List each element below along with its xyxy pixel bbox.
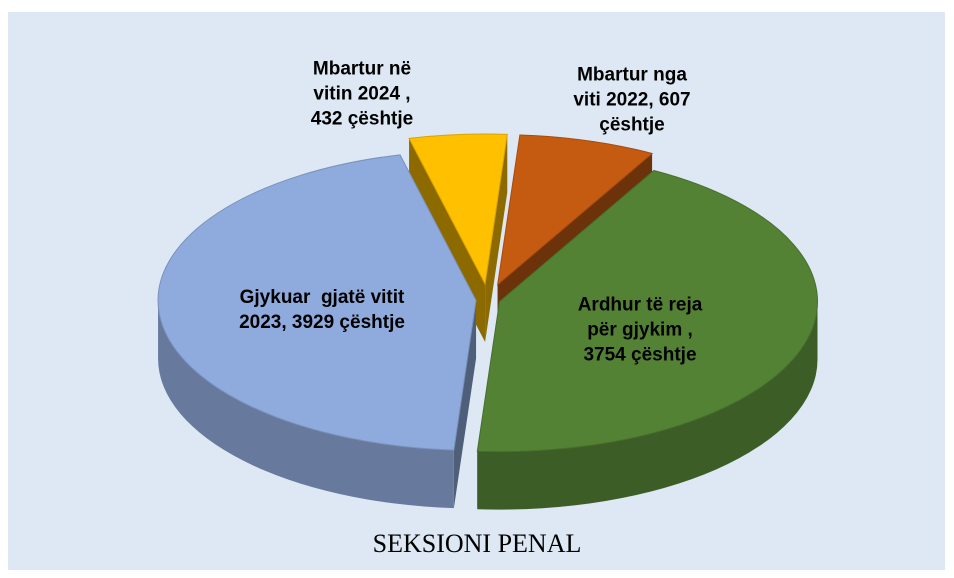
slice-side	[158, 300, 454, 509]
slice-category: Mbartur në vitin 2024 ,	[312, 58, 417, 105]
slice-category: Ardhur të reja për gjykim ,	[577, 294, 708, 341]
data-label: Mbartur nga viti 2022, 607 çështje	[565, 63, 700, 138]
slice-value: 3754 çështje	[583, 344, 697, 366]
slice	[408, 133, 508, 286]
slice-side	[477, 301, 818, 510]
slice	[496, 134, 654, 286]
slice-wall	[485, 134, 508, 343]
data-label: Ardhur të reja për gjykim , 3754 çështje	[565, 293, 715, 368]
slice-value: 607 çështje	[599, 89, 696, 136]
slice-wall	[453, 300, 477, 509]
slice	[157, 154, 477, 451]
slice	[476, 169, 818, 453]
data-label: Mbartur në vitin 2024 , 432 çështje	[296, 57, 428, 132]
data-label: Gjykuar gjatë vitit 2023, 3929 çështje	[238, 285, 406, 335]
chart-title: SEKSIONI PENAL	[373, 529, 582, 558]
slice-category: Mbartur nga viti 2022,	[573, 64, 693, 111]
slice-category: Gjykuar gjatë vitit 2023,	[239, 287, 410, 333]
slice-value: 432 çështje	[310, 108, 414, 130]
slice-value: 3929 çështje	[291, 312, 405, 333]
